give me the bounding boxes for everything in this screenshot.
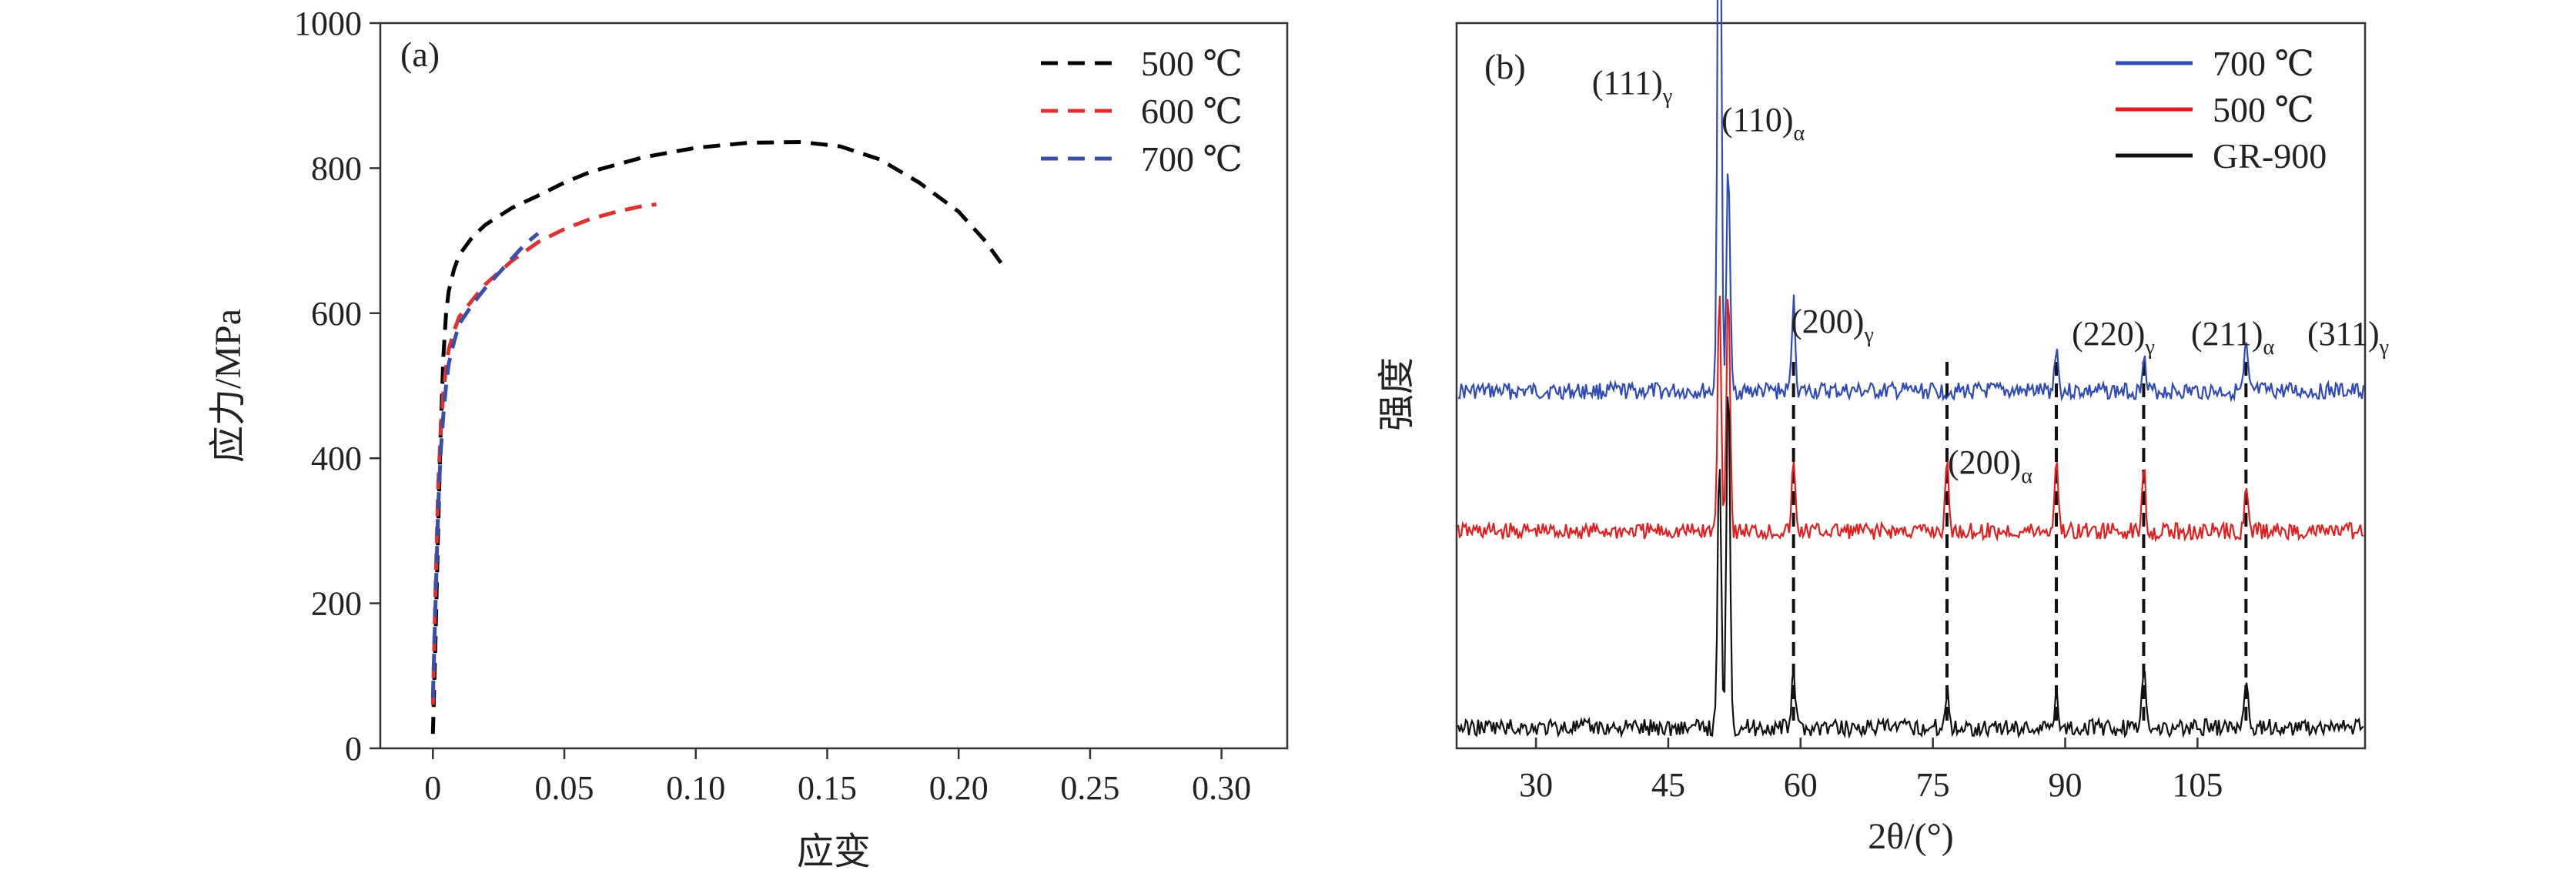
peak-label-b: (200)γ: [1791, 303, 1874, 347]
x-tick-label-b: 105: [2172, 766, 2223, 804]
x-tick-label-a: 0.20: [929, 769, 989, 807]
y-axis-label-b: 强度: [1377, 357, 1417, 431]
peak-label-b: (200)α: [1948, 443, 2032, 488]
x-tick-label-b: 90: [2048, 766, 2082, 804]
peak-label-b: (111)γ: [1592, 64, 1672, 109]
x-ticks-b: 30 45 60 75 90 105: [1519, 738, 2223, 804]
stress-strain-chart: (a) 0 0.05 0.10 0.15 0.20 0.25 0.30 0 200 400 600…: [208, 5, 1289, 872]
x-tick-label-a: 0.25: [1060, 769, 1119, 807]
peak-label-b: (311)γ: [2307, 315, 2389, 360]
peak-label-b: (211)α: [2191, 315, 2275, 360]
x-tick-label-a: 0.15: [798, 769, 857, 807]
legend-a: 500 ℃ 600 ℃ 700 ℃: [1041, 44, 1243, 179]
pattern-500c-b: [1457, 296, 2364, 543]
y-tick-label-a: 200: [311, 585, 362, 623]
panel-label-b: (b): [1484, 47, 1526, 86]
x-tick-label-a: 0.30: [1192, 769, 1251, 807]
legend-label-500c-b: 500 ℃: [2213, 90, 2314, 129]
x-axis-label-a: 应变: [797, 831, 871, 872]
y-ticks-a: 0 200 400 600 800 1000: [294, 5, 380, 768]
x-axis-label-b: 2θ/(°): [1868, 816, 1954, 857]
panel-label-a: (a): [400, 35, 440, 74]
series-500c-a: [430, 140, 1005, 734]
x-ticks-a: 0 0.05 0.10 0.15 0.20 0.25 0.30: [424, 748, 1251, 807]
xrd-chart: (b) 30 45 60 75 90 105 (111)γ (110)α (200)γ (200…: [1377, 0, 2389, 857]
y-axis-label-a: 应力/MPa: [208, 309, 249, 463]
x-tick-label-b: 30: [1519, 766, 1553, 804]
x-tick-label-b: 45: [1651, 766, 1685, 804]
legend-label-500c-a: 500 ℃: [1141, 44, 1243, 83]
peak-label-b: (220)γ: [2072, 315, 2155, 360]
y-tick-label-a: 400: [311, 440, 362, 477]
legend-label-gr900-b: GR-900: [2213, 136, 2327, 176]
legend-label-700c-a: 700 ℃: [1141, 139, 1243, 179]
y-tick-label-a: 800: [311, 149, 362, 187]
legend-b: 700 ℃ 500 ℃ GR-900: [2116, 44, 2327, 176]
x-tick-label-b: 60: [1784, 766, 1818, 804]
y-tick-label-a: 1000: [294, 5, 362, 42]
x-tick-label-a: 0.10: [666, 769, 725, 807]
peak-labels-b: (111)γ (110)α (200)γ (200)α (220)γ (211)α (311…: [1592, 64, 2389, 488]
legend-label-600c-a: 600 ℃: [1141, 92, 1243, 131]
x-tick-label-b: 75: [1916, 766, 1950, 804]
x-tick-label-a: 0: [424, 769, 441, 807]
legend-label-700c-b: 700 ℃: [2213, 44, 2314, 83]
x-tick-label-a: 0.05: [535, 769, 594, 807]
series-group-a: [430, 140, 1005, 734]
axes-frame-b: [1455, 22, 2367, 750]
series-group-b: [1457, 0, 2365, 740]
pattern-gr900-b: [1457, 397, 2364, 740]
series-700c-a: [430, 232, 540, 698]
peak-label-b: (110)α: [1721, 101, 1805, 146]
reference-lines-b: [1791, 362, 2248, 724]
pattern-700c-b: [1457, 0, 2365, 403]
y-tick-label-a: 0: [345, 730, 362, 768]
axes-frame-a: [379, 22, 1289, 750]
y-tick-label-a: 600: [311, 295, 362, 333]
